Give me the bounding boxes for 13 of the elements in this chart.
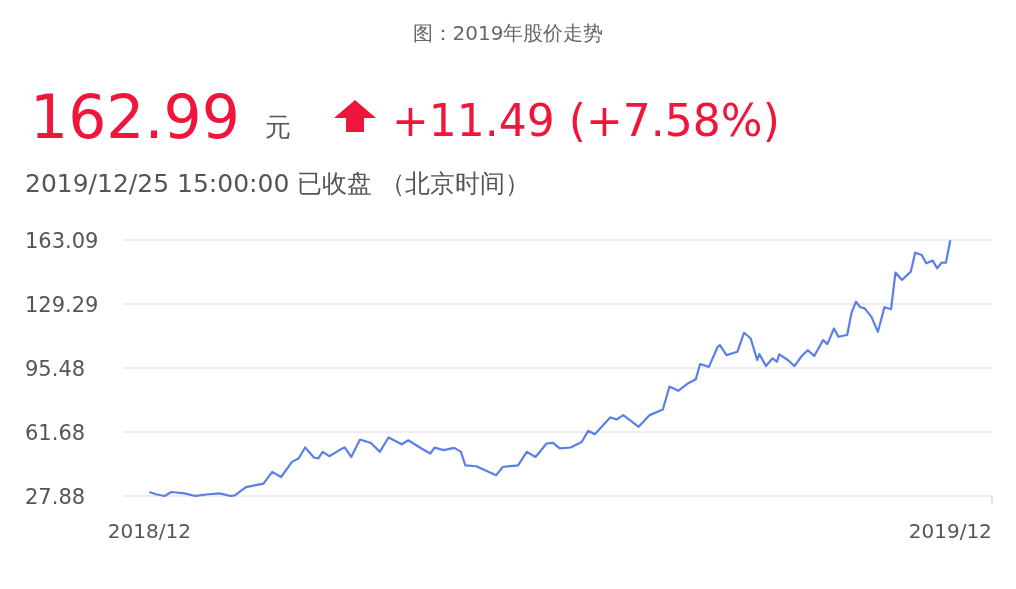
y-tick-label: 163.09 (25, 229, 99, 253)
chart-title: 图：2019年股价走势 (412, 21, 604, 45)
text: 2019/12/25 15:00:00 已收盘 （北京时间） (25, 169, 531, 198)
y-tick-label: 27.88 (25, 485, 86, 509)
x-tick-label: 2019/12 (908, 519, 992, 543)
x-tick-label: 2018/12 (107, 519, 191, 543)
text: +11.49 (+7.58%) (392, 95, 780, 146)
y-tick-label: 95.48 (25, 357, 86, 382)
text: 162.99 (30, 82, 240, 152)
text: 元 (265, 112, 291, 142)
y-tick-label: 129.29 (25, 293, 99, 317)
y-tick-label: 61.68 (25, 421, 86, 445)
line-series (148, 239, 952, 498)
